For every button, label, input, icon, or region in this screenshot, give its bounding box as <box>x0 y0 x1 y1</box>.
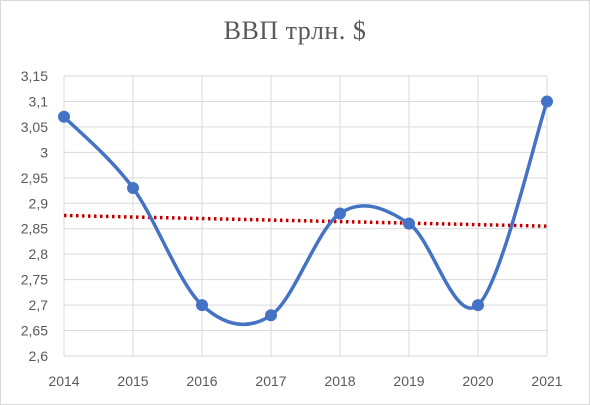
x-tick-label: 2020 <box>462 373 493 389</box>
y-tick-label: 2,75 <box>21 272 48 288</box>
x-tick-label: 2018 <box>324 373 355 389</box>
y-tick-label: 2,7 <box>29 297 49 313</box>
data-point <box>265 309 277 322</box>
x-axis-ticks: 2014 2015 2016 2017 2018 2019 2020 2021 <box>48 373 562 389</box>
y-axis-ticks: 2,6 2,65 2,7 2,75 2,8 2,85 2,9 2,95 3 3,05 3,1 3,15 <box>21 68 48 364</box>
y-tick-label: 2,6 <box>29 348 49 364</box>
x-tick-label: 2017 <box>255 373 286 389</box>
y-tick-label: 3,1 <box>29 93 49 109</box>
y-tick-label: 3,15 <box>21 68 48 84</box>
x-tick-label: 2016 <box>186 373 217 389</box>
chart-title: ВВП трлн. $ <box>223 16 367 45</box>
x-tick-label: 2014 <box>48 373 79 389</box>
x-tick-label: 2015 <box>117 373 148 389</box>
series-line <box>62 99 549 327</box>
y-tick-label: 2,85 <box>21 221 48 237</box>
y-tick-label: 3,05 <box>21 119 48 135</box>
y-tick-label: 2,9 <box>29 195 49 211</box>
x-tick-label: 2021 <box>531 373 562 389</box>
y-tick-label: 2,8 <box>29 246 49 262</box>
data-point <box>127 182 139 194</box>
y-tick-label: 3 <box>40 144 48 160</box>
trendline <box>63 213 548 228</box>
y-tick-label: 2,95 <box>21 170 48 186</box>
data-point <box>196 299 208 312</box>
data-point <box>541 95 553 108</box>
series-layer <box>58 95 553 327</box>
y-tick-label: 2,65 <box>21 323 48 339</box>
x-tick-label: 2019 <box>393 373 424 389</box>
data-point <box>58 110 70 123</box>
data-point <box>403 217 415 230</box>
data-point <box>472 299 484 312</box>
data-point <box>334 207 346 220</box>
trendline-layer <box>63 213 548 228</box>
